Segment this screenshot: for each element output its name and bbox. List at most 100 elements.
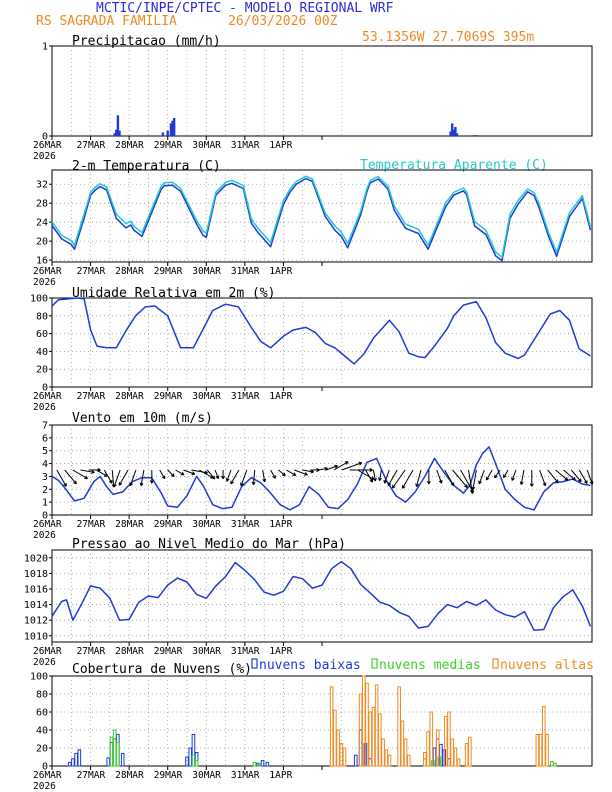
wind-vector-shaft xyxy=(270,469,276,479)
wind-vector xyxy=(485,469,493,481)
wind-vector xyxy=(372,469,377,482)
cloud-bar-altas xyxy=(443,716,448,767)
wind-vector xyxy=(230,469,240,485)
wind-vector-head xyxy=(264,478,267,482)
x-tick-label: 29MAR xyxy=(154,519,183,530)
wind-vector-head xyxy=(226,478,230,482)
wind-vector-head xyxy=(387,483,392,487)
wind-vector-shaft xyxy=(103,469,113,484)
wind-vector-head xyxy=(472,486,476,491)
cloud-bar-altas xyxy=(426,731,430,767)
cloud-bar-altas xyxy=(397,686,401,767)
x-tick-label: 26MAR xyxy=(33,770,62,781)
wind-vector-head xyxy=(105,473,108,477)
cloud-bar-baixas xyxy=(77,749,82,767)
cloud-bar-baixas xyxy=(106,757,111,767)
legend-swatch-baixas xyxy=(251,658,258,669)
wind-vector-shaft xyxy=(547,469,559,483)
precip-bar xyxy=(113,133,116,136)
wind-vector xyxy=(175,469,185,476)
wind-vector-head xyxy=(91,470,95,473)
x-tick-label: 27MAR xyxy=(77,770,106,781)
y-tick-label: 20 xyxy=(36,744,48,755)
precip-bar xyxy=(473,135,476,136)
wind-vector-head xyxy=(172,473,175,477)
header-run: 26/03/2026 00Z xyxy=(228,14,338,29)
x-tick-label: 30MAR xyxy=(192,646,221,657)
y-tick-label: 0 xyxy=(42,511,48,522)
cloud-bar-altas xyxy=(468,736,472,767)
wind-vector-shaft xyxy=(357,469,375,480)
wind-vector-shaft xyxy=(472,469,477,490)
wind-vector xyxy=(72,469,88,480)
wind-vector xyxy=(511,469,517,481)
wind-vector-shaft xyxy=(118,469,129,486)
legend-text-baixas: nuvens baixas xyxy=(259,658,361,673)
wind-vector-head xyxy=(384,480,388,484)
wind-vector-shaft xyxy=(64,469,77,485)
wind-vector-shaft xyxy=(80,469,95,473)
y-tick-label: 80 xyxy=(36,311,48,322)
panel-title: Umidade Relativa em 2m (%) xyxy=(72,286,276,301)
wind-vector-shaft xyxy=(372,469,376,482)
cloud-bar-baixas xyxy=(120,752,125,767)
wind-vector-head xyxy=(192,471,196,475)
wind-vector-shaft xyxy=(539,469,546,486)
wind-vector-shaft xyxy=(206,469,216,480)
year-label: 2026 xyxy=(33,277,56,288)
x-tick-label: 27MAR xyxy=(77,519,106,530)
wind-vector-head xyxy=(511,478,515,481)
cloud-bar-altas xyxy=(456,758,461,767)
cloud-bar-baixas xyxy=(265,761,270,767)
wind-vector-shaft xyxy=(384,469,390,484)
cloud-bar-altas xyxy=(358,693,363,767)
wind-vector xyxy=(103,469,113,484)
wind-vector-shaft xyxy=(570,469,582,482)
y-tick-label: 20 xyxy=(36,365,48,376)
cloud-bar-altas xyxy=(329,686,334,767)
wind-vector-shaft xyxy=(262,469,266,482)
cloud-bar-medias xyxy=(550,761,554,767)
y-tick-label: 1014 xyxy=(24,600,48,611)
legend-nuvens-medias: nuvens medias xyxy=(371,658,481,673)
x-tick-label: 28MAR xyxy=(115,266,144,277)
plot-frame xyxy=(51,45,593,137)
precip-bar xyxy=(172,118,176,136)
legend-nuvens-baixas: nuvens baixas xyxy=(251,658,361,673)
wind-vector-head xyxy=(531,483,534,487)
wind-vector-shaft xyxy=(302,469,314,473)
legend-nuvens-altas: nuvens altas xyxy=(492,658,594,673)
cloud-bar-altas xyxy=(403,738,408,767)
wind-vector-shaft xyxy=(230,469,240,485)
cloud-bar-medias xyxy=(252,761,257,767)
year-label: 2026 xyxy=(33,151,56,162)
wind-vector-head xyxy=(119,483,123,486)
wind-vector xyxy=(139,469,145,487)
panel-2: 0 20 40 60 80 100 26MAR 27MAR 28MAR 29MAR 30MAR 31M… xyxy=(30,286,593,413)
wind-vector xyxy=(436,469,443,484)
cloud-bar-altas xyxy=(378,713,382,767)
wind-vector xyxy=(578,469,588,484)
x-tick-label: 26MAR xyxy=(33,519,62,530)
y-tick-label: 6 xyxy=(42,433,48,444)
wind-vector xyxy=(401,469,414,489)
wind-vector-head xyxy=(486,477,490,481)
cloud-bar-baixas xyxy=(185,756,189,767)
precip-bar xyxy=(171,120,174,136)
wind-vector-head xyxy=(416,483,420,487)
cloud-bar-altas xyxy=(387,754,392,767)
x-tick-label: 30MAR xyxy=(192,140,221,151)
wind-vector xyxy=(214,469,220,480)
precip-bar xyxy=(450,123,454,136)
wind-vector-head xyxy=(213,475,216,479)
y-tick-label: 32 xyxy=(36,180,48,191)
x-tick-label: 31MAR xyxy=(231,770,260,781)
wind-vector-shaft xyxy=(460,469,474,493)
wind-vector-head xyxy=(494,475,498,479)
x-tick-label: 26MAR xyxy=(33,266,62,277)
legend-temperatura-aparente: Temperatura Aparente (C) xyxy=(360,158,548,173)
legend-swatch-medias xyxy=(371,658,378,669)
wind-vector-head xyxy=(230,481,234,485)
cloud-bar-medias xyxy=(116,742,120,767)
y-tick-label: 1020 xyxy=(24,553,48,564)
